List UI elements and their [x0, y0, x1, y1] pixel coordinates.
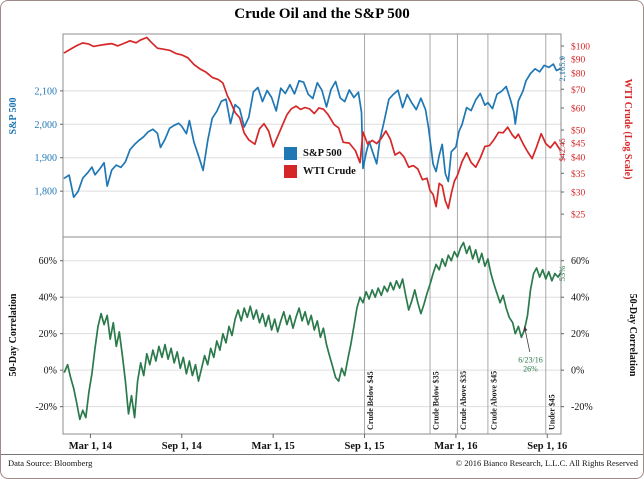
sp500-tick-label: 1,800 [35, 187, 58, 198]
value-annotation: $42.45 [557, 138, 567, 161]
legend-label: WTI Crude [303, 166, 356, 177]
correlation-tick-label-left: 60% [39, 256, 57, 267]
data-source-note: Data Source: Bloomberg [8, 458, 93, 468]
x-tick-label: Sep 1, 15 [345, 441, 385, 452]
wti-tick-label: $25 [571, 210, 586, 221]
sp500-tick-label: 2,100 [35, 86, 58, 97]
x-tick-label: Mar 1, 14 [69, 441, 113, 452]
crude-threshold-labels: Crude Below $45 Crude Below $35 Crude Abov… [366, 371, 556, 430]
wti-tick-label: $70 [571, 85, 586, 96]
legend-swatch [284, 165, 297, 178]
sp500-tick-label: 2,000 [35, 120, 58, 131]
top-panel-border [62, 33, 562, 238]
x-tick-label: Sep 1, 14 [162, 441, 203, 452]
date-annotation: 6/23/16 [518, 356, 542, 365]
bottom-panel-border [62, 236, 562, 435]
footer: Data Source: Bloomberg © 2016 Bianco Res… [1, 454, 643, 468]
annotation-arrowhead [523, 326, 528, 332]
threshold-label: Crude Below $35 [432, 371, 441, 430]
correlation-line [63, 241, 562, 421]
wti-tick-label: $35 [571, 169, 586, 180]
threshold-label: Crude Above $45 [489, 371, 498, 430]
wti-axis-title: WTI Crude (Log Scale) [622, 78, 633, 180]
wti-crude-line [63, 36, 562, 210]
correlation-tick-label-right: 60% [571, 256, 589, 267]
wti-tick-label: $30 [571, 188, 586, 199]
legend-label: S&P 500 [303, 148, 342, 159]
threshold-label: Crude Above $35 [459, 371, 468, 430]
sp500-axis-title: S&P 500 [8, 97, 19, 135]
value-annotation: 53% [557, 266, 567, 282]
correlation-tick-label-right: 20% [571, 329, 589, 340]
value-annotation: 2,165.9 [557, 56, 567, 82]
copyright-note: © 2016 Bianco Research, L.L.C. All Right… [455, 458, 638, 468]
correlation-tick-label-right: 40% [571, 293, 589, 304]
wti-tick-label: $90 [571, 54, 586, 65]
chart-title: Crude Oil and the S&P 500 [234, 6, 410, 22]
wti-tick-label: $80 [571, 69, 586, 80]
x-tick-label: Mar 1, 16 [434, 441, 477, 452]
x-tick-label: Mar 1, 15 [252, 441, 295, 452]
threshold-label: Crude Below $45 [366, 371, 375, 430]
correlation-tick-label-left: 40% [39, 293, 57, 304]
wti-tick-label: $50 [571, 126, 586, 137]
legend-swatch [284, 147, 297, 160]
correlation-tick-label-left: 0% [44, 366, 57, 377]
crude-threshold-lines [364, 34, 547, 434]
legend: S&P 500 WTI Crude [284, 147, 356, 183]
wti-tick-label: $60 [571, 103, 586, 114]
wti-tick-label: $45 [571, 138, 586, 149]
correlation-tick-label-left: 20% [39, 329, 57, 340]
sp500-tick-label: 1,900 [35, 153, 58, 164]
wti-tick-label: $40 [571, 153, 586, 164]
legend-item-wti: WTI Crude [284, 165, 356, 178]
x-tick-label: Sep 1, 16 [527, 441, 567, 452]
threshold-label: Under $45 [547, 394, 556, 430]
series [63, 36, 562, 421]
correlation-axis-title-right: 50-Day Correlation [627, 293, 638, 377]
date-annotation: 26% [523, 365, 538, 374]
sp500-line [63, 63, 562, 199]
gridlines [63, 90, 561, 408]
correlation-axis-title-left: 50-Day Correlation [8, 293, 19, 377]
correlation-tick-label-right: 0% [571, 366, 584, 377]
wti-tick-label: $100 [571, 41, 590, 52]
correlation-tick-label-right: -20% [571, 402, 593, 413]
axis-tick-labels: 1,800 1,900 2,000 2,100 $25 $30 $35 $40 $45$50 $6… [35, 41, 593, 452]
correlation-tick-label-left: -20% [35, 402, 57, 413]
legend-item-sp500: S&P 500 [284, 147, 356, 160]
